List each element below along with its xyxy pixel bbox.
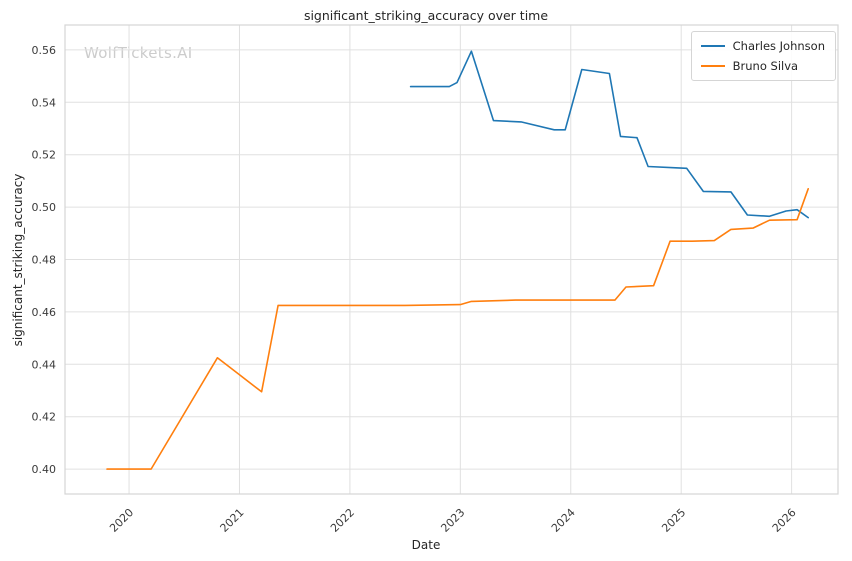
x-axis-label: Date bbox=[411, 538, 441, 552]
x-tick-label: 2020 bbox=[107, 506, 136, 535]
y-tick-label: 0.50 bbox=[32, 201, 57, 214]
plot-border bbox=[64, 24, 839, 495]
legend: Charles Johnson Bruno Silva bbox=[690, 31, 836, 81]
series-line-charles-johnson bbox=[409, 50, 810, 219]
legend-item-charles-johnson[interactable]: Charles Johnson bbox=[700, 39, 825, 53]
legend-line-swatch-orange bbox=[700, 65, 725, 67]
legend-label: Charles Johnson bbox=[732, 39, 825, 53]
y-tick-label: 0.52 bbox=[32, 149, 57, 162]
watermark: WolfTickets.AI bbox=[84, 44, 193, 62]
legend-item-bruno-silva[interactable]: Bruno Silva bbox=[700, 59, 825, 73]
x-tick-label: 2025 bbox=[659, 506, 688, 535]
x-tick-label: 2024 bbox=[549, 506, 578, 535]
legend-label: Bruno Silva bbox=[732, 59, 799, 73]
series-line-bruno-silva bbox=[106, 188, 810, 470]
y-tick-label: 0.48 bbox=[32, 254, 57, 267]
x-tick-label: 2026 bbox=[770, 506, 799, 535]
y-tick-label: 0.54 bbox=[32, 96, 57, 109]
y-tick-label: 0.40 bbox=[32, 463, 57, 476]
y-tick-label: 0.46 bbox=[32, 306, 57, 319]
y-tick-label: 0.56 bbox=[32, 44, 57, 57]
x-tick-label: 2023 bbox=[438, 506, 467, 535]
legend-line-swatch-blue bbox=[700, 45, 725, 47]
x-tick-label: 2021 bbox=[218, 506, 247, 535]
y-tick-label: 0.44 bbox=[32, 358, 57, 371]
y-tick-label: 0.42 bbox=[32, 411, 57, 424]
x-tick-label: 2022 bbox=[328, 506, 357, 535]
chart-title: significant_striking_accuracy over time bbox=[303, 8, 549, 23]
